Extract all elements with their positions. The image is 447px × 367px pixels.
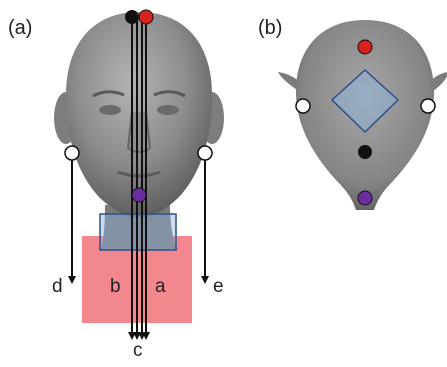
panel-b-label: (b)	[258, 17, 282, 39]
label-b: b	[110, 276, 121, 297]
neck	[100, 205, 178, 250]
label-c: c	[133, 340, 143, 361]
white-marker-right-front	[197, 145, 213, 161]
label-a: a	[155, 276, 166, 297]
black-marker-front	[125, 10, 139, 24]
left-eye	[99, 105, 121, 115]
white-marker-right-top	[420, 98, 436, 114]
panel-a-label: (a)	[8, 17, 32, 39]
right-brow	[153, 90, 186, 98]
nose	[126, 111, 152, 153]
red-marker-front	[138, 9, 154, 25]
head-top-icon	[278, 20, 447, 210]
vertical-lines-c	[128, 18, 150, 340]
purple-marker-front	[131, 187, 147, 203]
blue-diamond	[330, 68, 400, 134]
mouth	[117, 170, 161, 178]
purple-marker-top	[357, 190, 373, 206]
head-front-icon	[54, 12, 224, 323]
white-marker-left-front	[64, 145, 80, 161]
red-marker-top	[357, 39, 373, 55]
left-brow	[92, 90, 125, 98]
white-marker-left-top	[295, 98, 311, 114]
label-d: d	[52, 276, 63, 297]
right-eye	[157, 105, 179, 115]
label-e: e	[213, 276, 224, 297]
black-marker-top	[358, 145, 372, 159]
left-ear-top	[278, 72, 302, 92]
